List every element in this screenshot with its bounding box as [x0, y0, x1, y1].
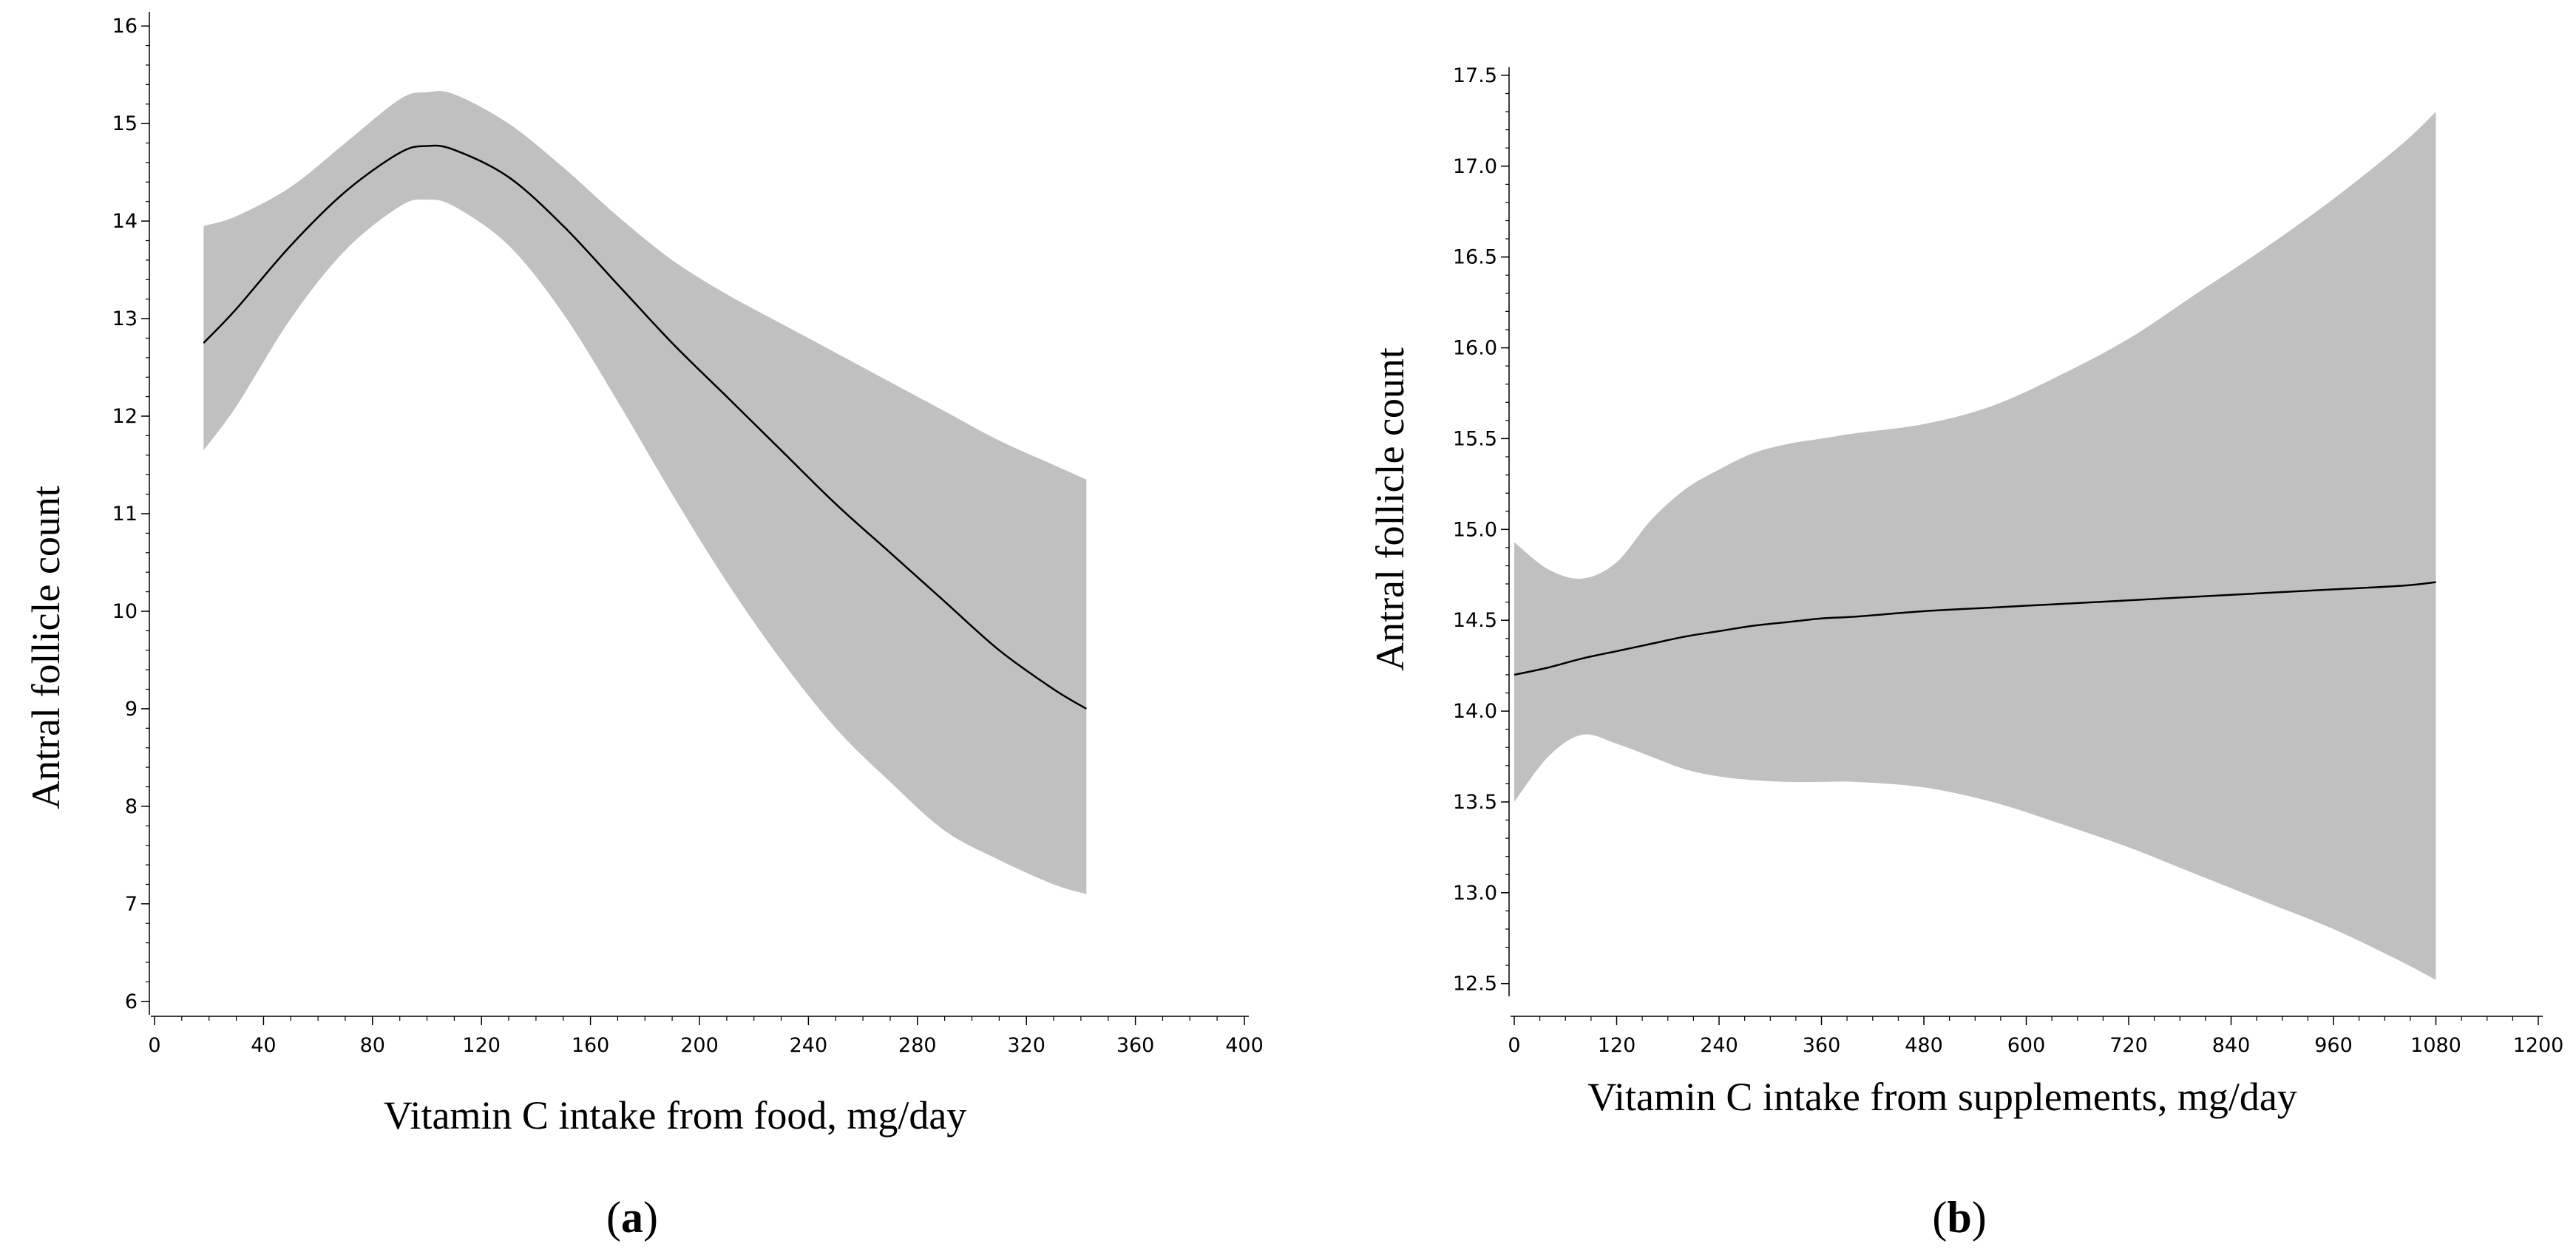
panel-b-y-tick-label: 14.5 — [1453, 609, 1497, 632]
panel-b-x-tick-label: 960 — [2314, 1034, 2353, 1057]
panel-a-x-tick-label: 0 — [148, 1034, 160, 1057]
panel-a-y-tick-label: 7 — [125, 893, 138, 916]
panel-a-y-tick-label: 8 — [125, 795, 138, 818]
panel-b-x-tick-label: 1200 — [2513, 1034, 2564, 1057]
panel-b-y-tick-label: 13.0 — [1453, 882, 1497, 905]
panel-b-y-tick-label: 17.5 — [1453, 64, 1497, 87]
panel-a-band-layer — [203, 91, 1087, 894]
panel-a-x-axis-title: Vitamin C intake from food, mg/day — [384, 1093, 967, 1138]
panel-b-x-tick-label: 0 — [1508, 1034, 1520, 1057]
panel-b-y-tick-label: 17.0 — [1453, 155, 1497, 178]
panel-a-y-tick-label: 16 — [112, 15, 138, 38]
panel-b-confidence-band — [1514, 112, 2436, 980]
panel-b-estimate-line — [1514, 581, 2436, 676]
panel-a-y-tick-label: 13 — [112, 307, 138, 330]
panel-a-x-tick-label: 160 — [572, 1034, 610, 1057]
panel-b-axes — [1508, 67, 2543, 1017]
panel-a-axes — [149, 12, 1249, 1017]
panel-a-x-tick-label: 320 — [1007, 1034, 1045, 1057]
panel-a-y-tick-label: 6 — [125, 990, 138, 1013]
panel-b-x-tick-label: 840 — [2212, 1034, 2251, 1057]
panel-a-y-tick-label: 9 — [125, 698, 138, 721]
panel-b-y-tick-label: 15.5 — [1453, 427, 1497, 450]
panel-a-x-tick-label: 360 — [1116, 1034, 1155, 1057]
panel-a-y-tick-label: 11 — [112, 503, 138, 526]
panel-b-x-tick-label: 360 — [1803, 1034, 1841, 1057]
panel-b-y-tick-label: 16.5 — [1453, 246, 1497, 269]
panel-a-label: (a) — [606, 1193, 658, 1242]
panel-a-x-tick-label: 200 — [680, 1034, 719, 1057]
panel-b-band-layer — [1514, 112, 2436, 980]
panel-b-x-tick-label: 1080 — [2410, 1034, 2461, 1057]
panel-a-x-tick-label: 80 — [360, 1034, 385, 1057]
panel-b-y-tick-label: 16.0 — [1453, 337, 1497, 360]
panel-b-x-tick-label: 480 — [1905, 1034, 1943, 1057]
panel-b-x-tick-label: 120 — [1598, 1034, 1636, 1057]
panel-b-x-tick-label: 600 — [2007, 1034, 2046, 1057]
panel-b-x-tick-label: 720 — [2109, 1034, 2148, 1057]
panel-a-y-tick-label: 14 — [112, 210, 138, 233]
panel-b-y-tick-label: 13.5 — [1453, 791, 1497, 814]
panel-a-x-tick-label: 400 — [1225, 1034, 1264, 1057]
panel-a-x-tick-label: 120 — [462, 1034, 501, 1057]
panel-a-ticks — [141, 25, 1245, 1025]
panel-a-x-tick-label: 280 — [898, 1034, 937, 1057]
chart-panel-b: 12.5 13.0 13.5 14.0 14.5 15.0 15.5 16.0 16.5 17.0… — [1368, 64, 2563, 1242]
panel-a-y-axis-title: Antral follicle count — [24, 486, 68, 809]
panel-a-x-tick-label: 40 — [251, 1034, 276, 1057]
panel-a-y-tick-label: 10 — [112, 600, 138, 623]
panel-b-y-tick-label: 14.0 — [1453, 700, 1497, 723]
panel-b-x-tick-label: 240 — [1700, 1034, 1738, 1057]
panel-a-confidence-band — [203, 91, 1087, 894]
panel-b-label-letter: b — [1947, 1193, 1971, 1242]
panel-b-x-axis-title: Vitamin C intake from supplements, mg/da… — [1587, 1075, 2297, 1119]
panel-a-y-tick-label: 15 — [112, 112, 138, 135]
panel-b-y-tick-label: 15.0 — [1453, 518, 1497, 541]
panel-a-label-letter: a — [621, 1193, 643, 1242]
panel-b-line-layer — [1514, 581, 2436, 676]
panel-b-ticks — [1501, 75, 2539, 1025]
panel-b-y-axis-title: Antral follicle count — [1368, 347, 1412, 671]
panel-a-estimate-line — [203, 144, 1087, 710]
panel-b-y-tick-label: 12.5 — [1453, 973, 1497, 996]
panel-b-label: (b) — [1932, 1193, 1986, 1242]
panel-b-tick-labels: 12.5 13.0 13.5 14.0 14.5 15.0 15.5 16.0 16.5 17.0… — [1453, 64, 2563, 1057]
panel-a-y-tick-label: 12 — [112, 405, 138, 428]
panel-a-x-tick-label: 240 — [790, 1034, 828, 1057]
panel-a-line-layer — [203, 144, 1087, 710]
